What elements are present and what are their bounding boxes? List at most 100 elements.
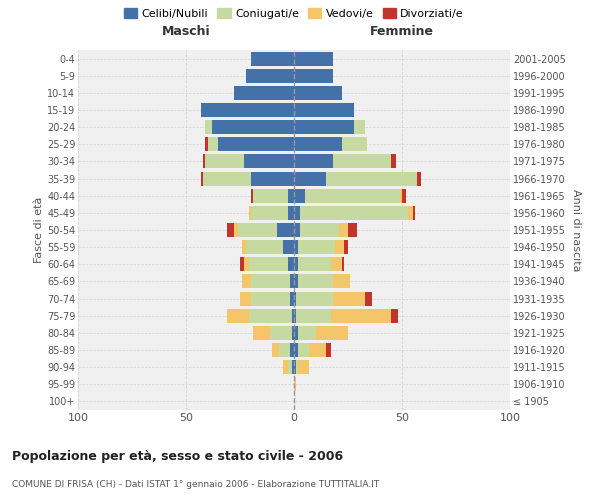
Bar (205, 120, 212, 134)
Bar (240, 292, 251, 306)
Bar (355, 120, 365, 134)
Bar (294, 68, 333, 82)
Bar (248, 258, 287, 272)
Bar (409, 206, 413, 220)
Bar (298, 360, 309, 374)
Bar (298, 274, 333, 288)
Bar (247, 240, 283, 254)
Bar (294, 292, 296, 306)
Bar (242, 274, 251, 288)
Bar (298, 343, 309, 357)
Bar (277, 223, 294, 237)
Bar (340, 223, 348, 237)
Y-axis label: Fasce di età: Fasce di età (34, 197, 44, 263)
Bar (242, 240, 247, 254)
Bar (251, 206, 287, 220)
Text: COMUNE DI FRISA (CH) - Dati ISTAT 1° gennaio 2006 - Elaborazione TUTTITALIA.IT: COMUNE DI FRISA (CH) - Dati ISTAT 1° gen… (12, 480, 379, 489)
Bar (333, 292, 365, 306)
Bar (301, 206, 409, 220)
Bar (290, 274, 294, 288)
Bar (294, 188, 305, 202)
Bar (201, 103, 294, 117)
Bar (251, 292, 290, 306)
Bar (309, 343, 326, 357)
Bar (326, 343, 331, 357)
Bar (292, 308, 294, 322)
Bar (287, 360, 292, 374)
Bar (348, 223, 356, 237)
Bar (333, 154, 391, 168)
Legend: Celibi/Nubili, Coniugati/e, Vedovi/e, Divorziati/e: Celibi/Nubili, Coniugati/e, Vedovi/e, Di… (122, 6, 466, 21)
Bar (294, 172, 326, 185)
Bar (298, 258, 331, 272)
Bar (294, 360, 296, 374)
Bar (341, 138, 367, 151)
Bar (331, 258, 341, 272)
Bar (391, 308, 398, 322)
Bar (203, 172, 251, 185)
Bar (294, 138, 341, 151)
Bar (294, 120, 355, 134)
Bar (272, 343, 279, 357)
Bar (253, 188, 287, 202)
Bar (251, 172, 294, 185)
Bar (292, 326, 294, 340)
Bar (294, 206, 301, 220)
Bar (316, 326, 348, 340)
Bar (233, 223, 238, 237)
Bar (253, 326, 270, 340)
Bar (244, 154, 294, 168)
Bar (251, 52, 294, 66)
Bar (294, 378, 296, 392)
Bar (344, 240, 348, 254)
Bar (203, 154, 205, 168)
Bar (298, 240, 335, 254)
Bar (296, 292, 333, 306)
Bar (218, 138, 294, 151)
Bar (283, 240, 294, 254)
Bar (292, 360, 294, 374)
Bar (290, 343, 294, 357)
Bar (413, 206, 415, 220)
Y-axis label: Anni di nascita: Anni di nascita (571, 188, 581, 271)
Bar (248, 308, 292, 322)
Bar (294, 326, 298, 340)
Bar (244, 258, 248, 272)
Bar (294, 274, 298, 288)
Bar (212, 120, 294, 134)
Bar (417, 172, 421, 185)
Bar (247, 68, 294, 82)
Bar (335, 240, 344, 254)
Bar (294, 343, 298, 357)
Bar (294, 240, 298, 254)
Bar (208, 138, 218, 151)
Bar (251, 188, 253, 202)
Bar (294, 103, 355, 117)
Bar (233, 86, 294, 100)
Bar (365, 292, 372, 306)
Bar (294, 258, 298, 272)
Bar (287, 258, 294, 272)
Bar (205, 154, 244, 168)
Bar (283, 360, 287, 374)
Bar (391, 154, 395, 168)
Bar (296, 308, 331, 322)
Bar (296, 360, 298, 374)
Bar (287, 206, 294, 220)
Bar (201, 172, 203, 185)
Bar (301, 223, 340, 237)
Bar (402, 188, 406, 202)
Bar (294, 52, 333, 66)
Bar (248, 206, 251, 220)
Bar (305, 188, 400, 202)
Text: Popolazione per età, sesso e stato civile - 2006: Popolazione per età, sesso e stato civil… (12, 450, 343, 463)
Bar (205, 138, 208, 151)
Bar (290, 292, 294, 306)
Bar (326, 172, 417, 185)
Bar (341, 258, 344, 272)
Bar (331, 308, 391, 322)
Bar (270, 326, 292, 340)
Bar (238, 223, 277, 237)
Bar (333, 274, 350, 288)
Text: Maschi: Maschi (161, 25, 211, 38)
